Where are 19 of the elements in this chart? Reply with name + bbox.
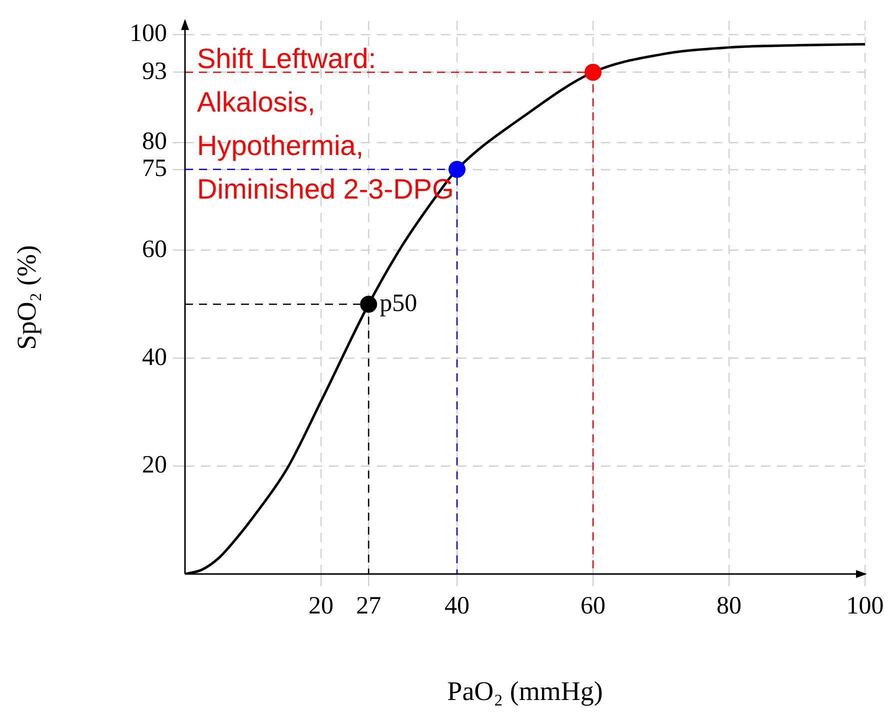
point xyxy=(584,64,602,81)
y-tick-label: 80 xyxy=(142,128,167,155)
x-tick-label: 80 xyxy=(716,592,742,620)
y-tick-label: 75 xyxy=(142,154,167,182)
x-tick-label: 40 xyxy=(444,592,470,620)
y-tick-label: 100 xyxy=(130,20,167,48)
annotation: p50 xyxy=(380,290,418,317)
x-tick-label: 27 xyxy=(356,592,382,620)
x-tick-label: 20 xyxy=(308,592,334,620)
y-tick-label: 40 xyxy=(142,344,167,371)
x-tick-label: 60 xyxy=(580,592,606,620)
y-axis-title: SpO₂ (%) xyxy=(11,245,42,350)
point xyxy=(448,160,466,178)
x-axis-title: PaO₂ (mmHg) xyxy=(447,676,603,706)
point xyxy=(360,296,378,313)
y-tick-label: 60 xyxy=(142,236,167,263)
y-tick-label: 20 xyxy=(142,452,167,479)
y-tick-label: 93 xyxy=(142,58,167,85)
x-tick-label: 100 xyxy=(846,592,884,620)
